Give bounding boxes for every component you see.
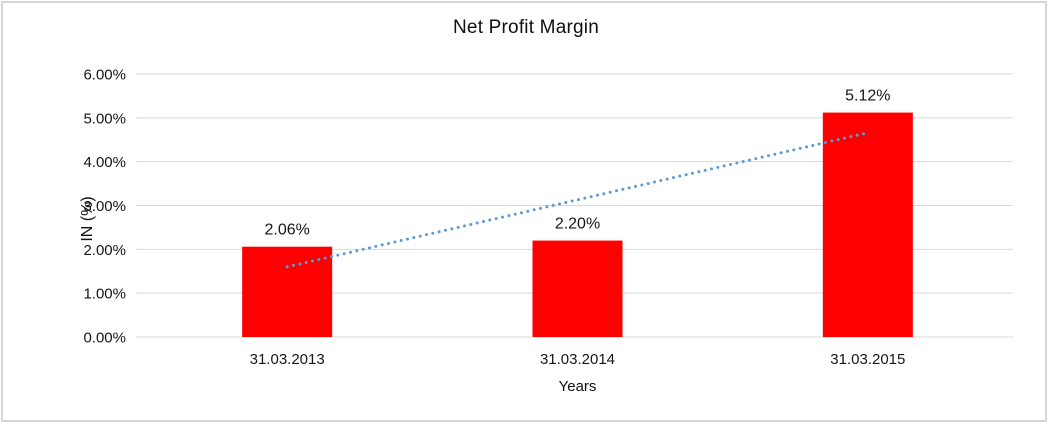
data-label: 2.06% <box>264 222 309 239</box>
y-tick-label: 6.00% <box>83 67 126 84</box>
y-tick-label: 2.00% <box>83 242 126 259</box>
chart-title: Net Profit Margin <box>453 17 599 38</box>
y-tick-label: 3.00% <box>83 198 126 215</box>
y-tick-label: 4.00% <box>83 154 126 171</box>
y-tick-label: 5.00% <box>83 110 126 127</box>
x-tick-label: 31.03.2014 <box>540 351 615 368</box>
data-label: 5.12% <box>845 88 890 105</box>
trendline <box>285 131 870 269</box>
x-axis-title: Years <box>558 378 597 395</box>
chart-bar <box>242 246 333 337</box>
chart-bar <box>822 112 913 337</box>
x-tick-label: 31.03.2013 <box>250 351 325 368</box>
y-tick-label: 0.00% <box>83 330 126 347</box>
y-axis-title: IN (%) <box>79 196 96 242</box>
y-tick-label: 1.00% <box>83 286 126 303</box>
x-tick-label: 31.03.2015 <box>830 351 905 368</box>
data-label: 2.20% <box>555 216 600 233</box>
chart-bar <box>532 240 623 337</box>
